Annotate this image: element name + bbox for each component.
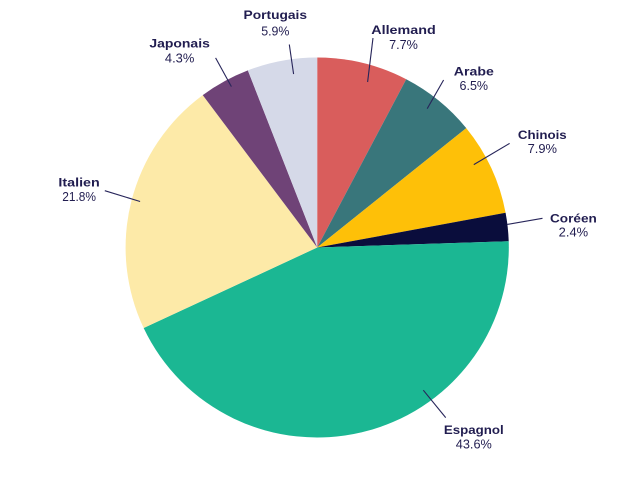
svg-text:Portugais: Portugais — [244, 8, 308, 22]
svg-text:7.7%: 7.7% — [389, 38, 418, 52]
svg-text:43.6%: 43.6% — [456, 438, 492, 452]
svg-text:4.3%: 4.3% — [165, 51, 194, 65]
svg-text:7.9%: 7.9% — [528, 142, 557, 156]
svg-text:21.8%: 21.8% — [62, 190, 96, 204]
svg-text:6.5%: 6.5% — [460, 79, 489, 93]
svg-text:Coréen: Coréen — [550, 212, 597, 226]
svg-text:Espagnol: Espagnol — [444, 423, 504, 437]
svg-text:5.9%: 5.9% — [261, 24, 289, 38]
svg-text:Allemand: Allemand — [371, 23, 436, 37]
svg-text:Italien: Italien — [58, 175, 99, 189]
svg-text:2.4%: 2.4% — [559, 226, 588, 240]
svg-text:Arabe: Arabe — [454, 65, 494, 79]
svg-text:Japonais: Japonais — [149, 36, 210, 50]
svg-text:Chinois: Chinois — [518, 128, 567, 142]
